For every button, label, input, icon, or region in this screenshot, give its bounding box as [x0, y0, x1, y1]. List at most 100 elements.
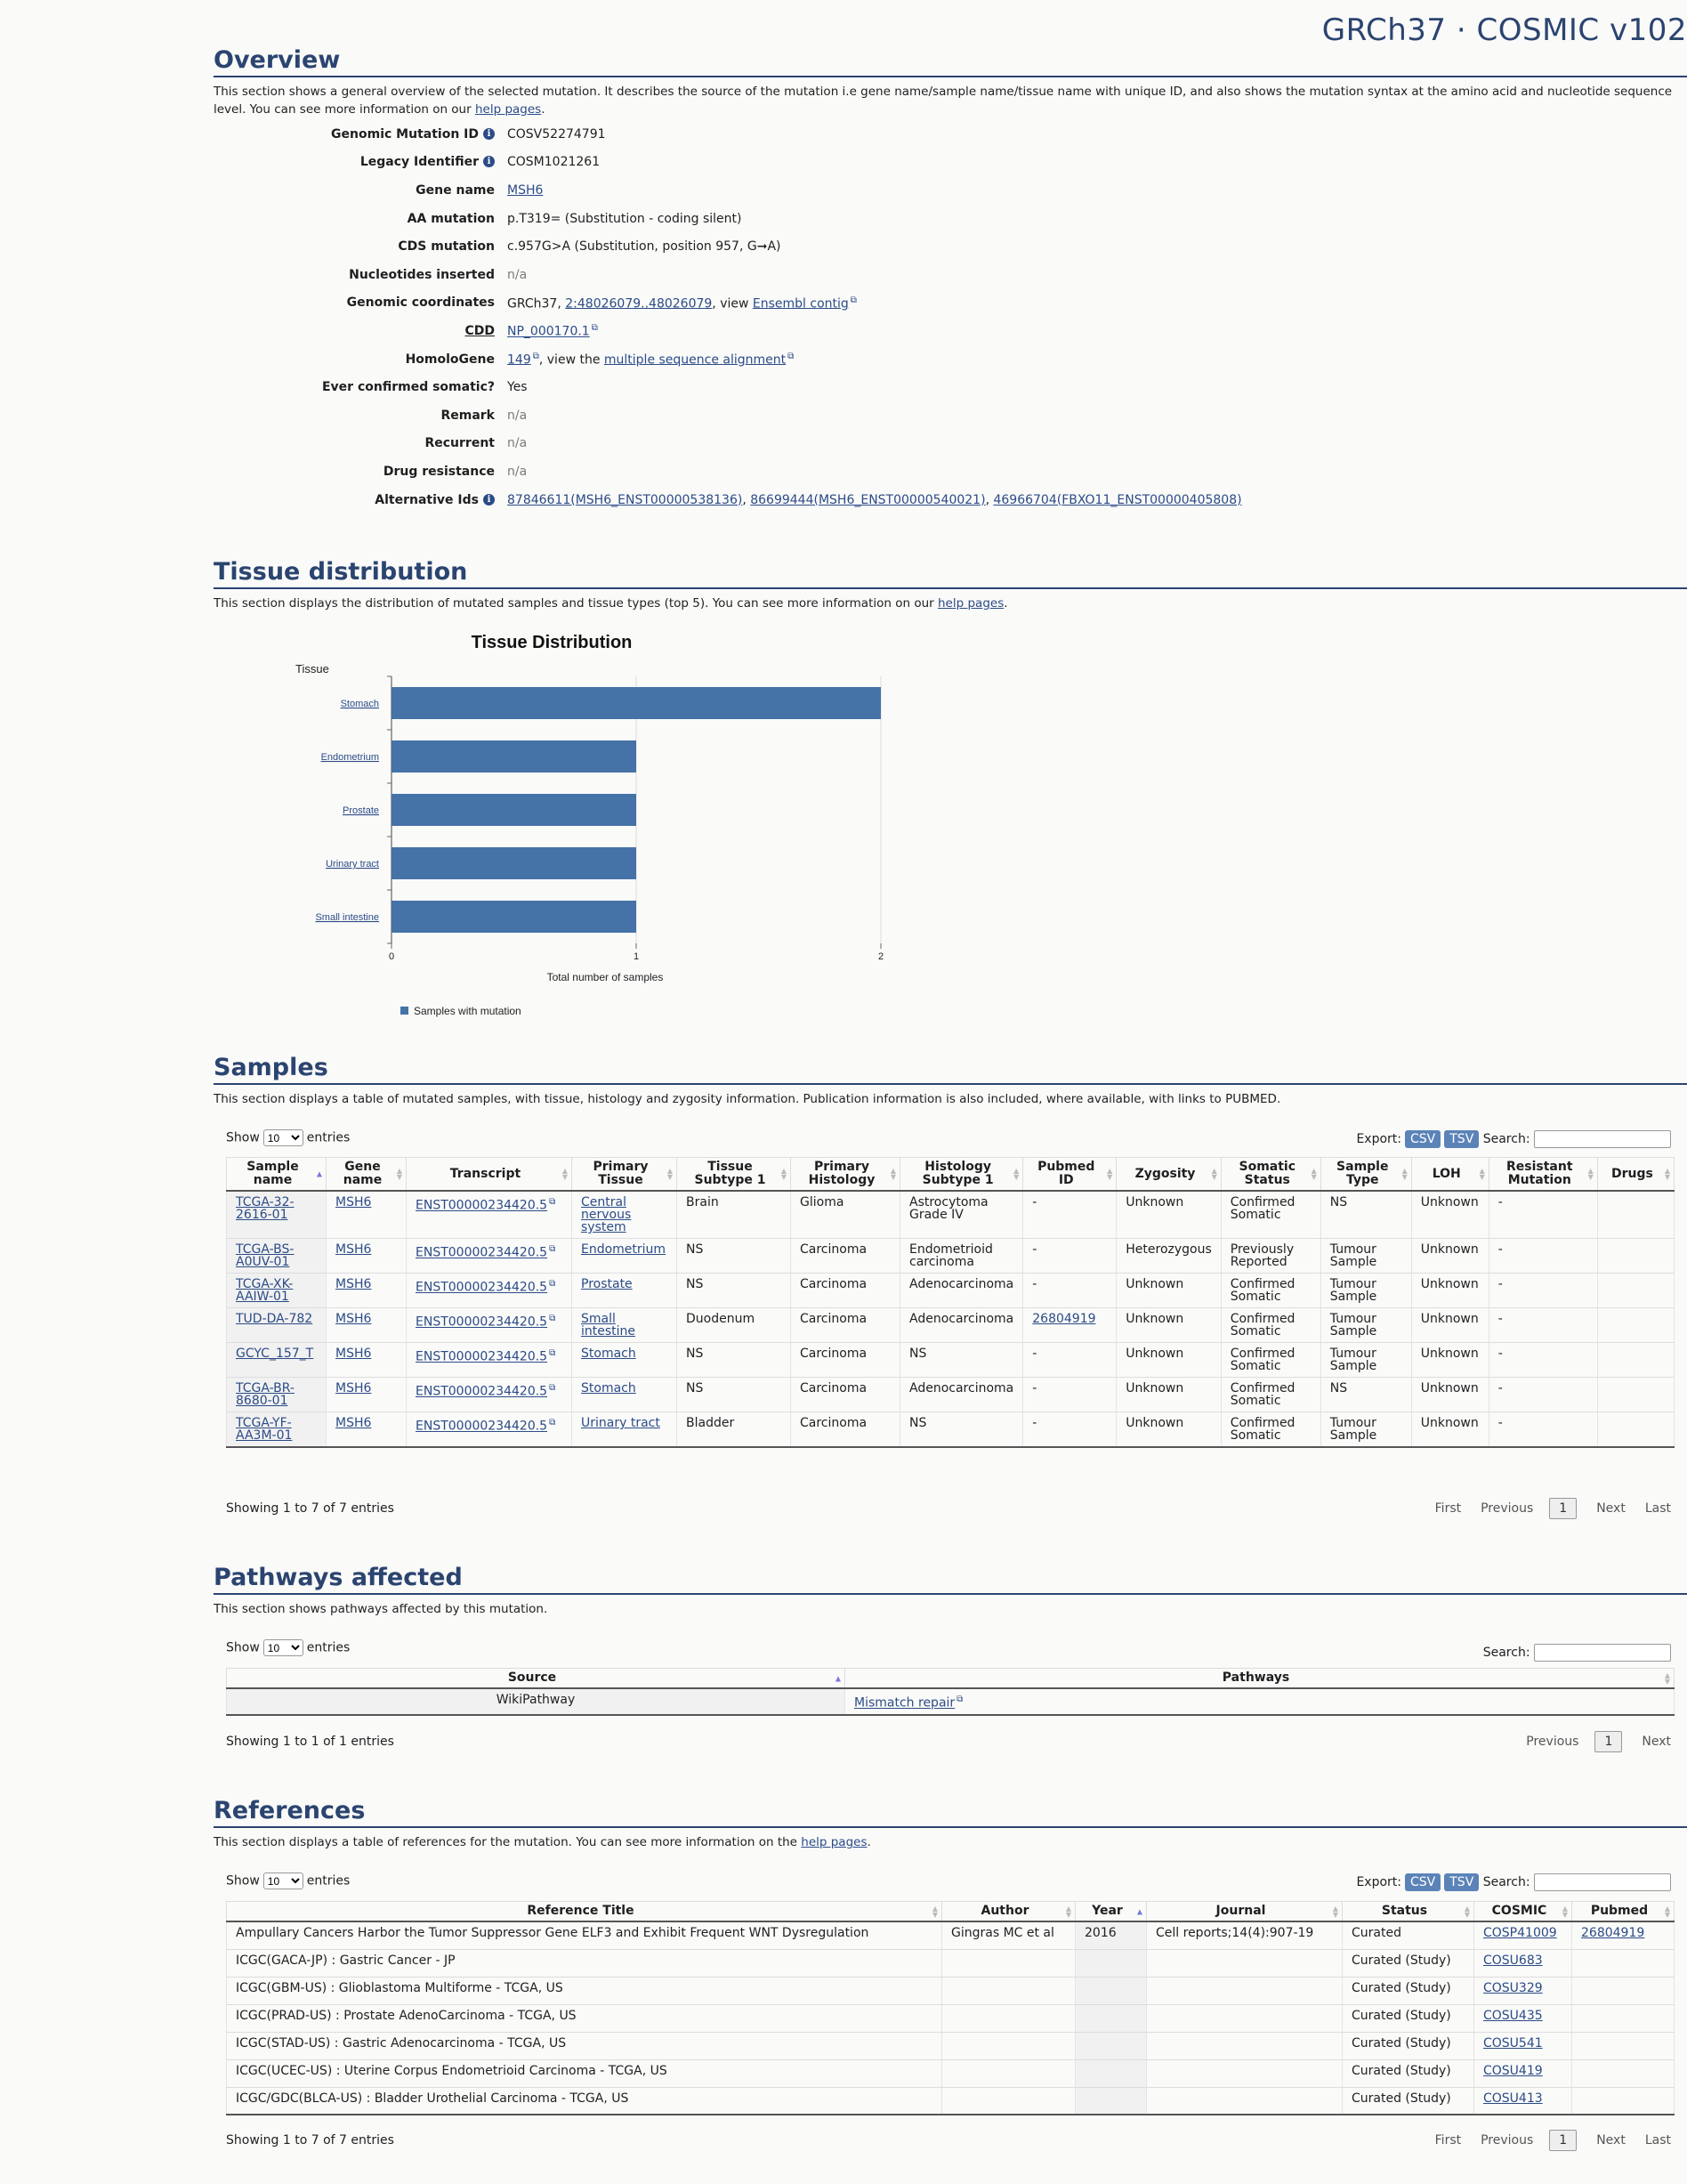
tissue-link[interactable]: Stomach [581, 1381, 636, 1395]
samples-search-input[interactable] [1534, 1130, 1671, 1148]
bar-urinary-tract[interactable] [391, 847, 636, 879]
csv-button[interactable]: CSV [1405, 1873, 1441, 1891]
gene-link[interactable]: MSH6 [335, 1195, 372, 1209]
coordinates-link[interactable]: 2:48026079..48026079 [565, 296, 713, 311]
gene-link[interactable]: MSH6 [335, 1416, 372, 1430]
csv-button[interactable]: CSV [1405, 1130, 1441, 1148]
cosmic-link[interactable]: COSU683 [1483, 1953, 1543, 1968]
next-button[interactable]: Next [1596, 2133, 1626, 2148]
next-button[interactable]: Next [1596, 1501, 1626, 1516]
info-icon[interactable]: i [483, 127, 495, 140]
last-button[interactable]: Last [1644, 2133, 1671, 2148]
col-pubmed[interactable]: Pubmed ▲ ▼ [1571, 1901, 1675, 1922]
first-button[interactable]: First [1434, 2133, 1462, 2148]
col-pathways[interactable]: Pathways ▲ ▼ [844, 1668, 1675, 1689]
tissue-link[interactable]: Small intestine [581, 1312, 636, 1339]
gene-link[interactable]: MSH6 [335, 1381, 372, 1395]
col-primary-histology[interactable]: Primary Histology ▲ ▼ [790, 1157, 900, 1192]
col-primary-tissue[interactable]: Primary Tissue ▲ ▼ [571, 1157, 677, 1192]
pubmed-link[interactable]: 26804919 [1032, 1312, 1096, 1326]
sample-link[interactable]: TUD-DA-782 [236, 1312, 313, 1326]
tsv-button[interactable]: TSV [1444, 1873, 1480, 1891]
sample-link[interactable]: TCGA-BS-A0UV-01 [236, 1242, 295, 1269]
transcript-link[interactable]: ENST00000234420.5 [416, 1314, 548, 1330]
col-transcript[interactable]: Transcript ▲ ▼ [406, 1157, 572, 1192]
help-pages-link[interactable]: help pages [801, 1835, 868, 1849]
sample-link[interactable]: TCGA-BR-8680-01 [236, 1381, 295, 1408]
col-status[interactable]: Status ▲ ▼ [1342, 1901, 1474, 1922]
transcript-link[interactable]: ENST00000234420.5 [416, 1198, 548, 1213]
tissue-link[interactable]: Prostate [581, 1277, 633, 1291]
bar-small-intestine[interactable] [391, 901, 636, 933]
ensembl-contig-link[interactable]: Ensembl contig [752, 296, 849, 311]
gene-link[interactable]: MSH6 [335, 1347, 372, 1361]
gene-link[interactable]: MSH6 [335, 1242, 372, 1257]
transcript-link[interactable]: ENST00000234420.5 [416, 1419, 548, 1434]
category-label-small-intestine[interactable]: Small intestine [315, 912, 379, 923]
col-sample-name[interactable]: Sample name ▲ [226, 1157, 327, 1192]
homologene-link[interactable]: 149 [507, 352, 531, 368]
col-journal[interactable]: Journal ▲ ▼ [1146, 1901, 1343, 1922]
col-pubmed-id[interactable]: Pubmed ID ▲ ▼ [1022, 1157, 1118, 1192]
pubmed-link[interactable]: 26804919 [1581, 1926, 1645, 1940]
col-cosmic[interactable]: COSMIC ▲ ▼ [1473, 1901, 1572, 1922]
col-somatic-status[interactable]: Somatic Status ▲ ▼ [1221, 1157, 1321, 1192]
cosmic-link[interactable]: COSU435 [1483, 2008, 1543, 2023]
tissue-link[interactable]: Central nervous system [581, 1195, 632, 1234]
next-button[interactable]: Next [1642, 1735, 1671, 1749]
transcript-link[interactable]: ENST00000234420.5 [416, 1384, 548, 1399]
alt-id-link[interactable]: 46966704(FBXO11_ENST00000405808) [993, 492, 1242, 507]
col-drugs[interactable]: Drugs ▲ ▼ [1597, 1157, 1675, 1192]
pathways-length-select[interactable]: 10 [262, 1639, 303, 1656]
alt-id-link[interactable]: 86699444(MSH6_ENST00000540021) [750, 492, 986, 507]
references-search-input[interactable] [1534, 1873, 1671, 1891]
cosmic-link[interactable]: COSU541 [1483, 2035, 1543, 2051]
col-sample-type[interactable]: Sample Type ▲ ▼ [1320, 1157, 1412, 1192]
transcript-link[interactable]: ENST00000234420.5 [416, 1245, 548, 1260]
info-icon[interactable]: i [483, 156, 495, 168]
msa-link[interactable]: multiple sequence alignment [603, 352, 787, 368]
category-label-urinary-tract[interactable]: Urinary tract [326, 859, 379, 870]
first-button[interactable]: First [1434, 1501, 1462, 1516]
col-reference-title[interactable]: Reference Title ▲ ▼ [226, 1901, 942, 1922]
category-label-endometrium[interactable]: Endometrium [321, 752, 379, 763]
gene-link[interactable]: MSH6 [335, 1312, 372, 1326]
col-zygosity[interactable]: Zygosity ▲ ▼ [1116, 1157, 1222, 1192]
col-gene-name[interactable]: Gene name ▲ ▼ [326, 1157, 407, 1192]
tsv-button[interactable]: TSV [1444, 1130, 1480, 1148]
bar-prostate[interactable] [391, 794, 636, 826]
gene-link[interactable]: MSH6 [335, 1277, 372, 1291]
col-author[interactable]: Author ▲ ▼ [941, 1901, 1076, 1922]
sample-link[interactable]: TCGA-YF-AA3M-01 [236, 1416, 293, 1443]
col-tissue-subtype-1[interactable]: Tissue Subtype 1 ▲ ▼ [676, 1157, 791, 1192]
cosmic-link[interactable]: COSU419 [1483, 2063, 1543, 2078]
legend-label[interactable]: Samples with mutation [414, 1005, 521, 1017]
gene-link[interactable]: MSH6 [507, 182, 544, 198]
references-length-select[interactable]: 10 [262, 1873, 303, 1889]
tissue-link[interactable]: Stomach [581, 1347, 636, 1361]
col-source[interactable]: Source ▲ [226, 1668, 845, 1689]
alt-id-link[interactable]: 87846611(MSH6_ENST00000538136) [507, 492, 743, 507]
previous-button[interactable]: Previous [1481, 2133, 1534, 2148]
col-histology-subtype-1[interactable]: Histology Subtype 1 ▲ ▼ [900, 1157, 1024, 1192]
bar-stomach[interactable] [391, 687, 881, 719]
sample-link[interactable]: GCYC_157_T [236, 1347, 314, 1361]
sample-link[interactable]: TCGA-XK-AAIW-01 [236, 1277, 294, 1304]
transcript-link[interactable]: ENST00000234420.5 [416, 1280, 548, 1295]
tissue-link[interactable]: Endometrium [581, 1242, 666, 1257]
sample-link[interactable]: TCGA-32-2616-01 [236, 1195, 295, 1222]
col-resistant-mutation[interactable]: Resistant Mutation ▲ ▼ [1489, 1157, 1598, 1192]
last-button[interactable]: Last [1644, 1501, 1671, 1516]
page-1-button[interactable]: 1 [1594, 1731, 1623, 1752]
col-year[interactable]: Year ▲ [1075, 1901, 1147, 1922]
transcript-link[interactable]: ENST00000234420.5 [416, 1349, 548, 1364]
info-icon[interactable]: i [483, 493, 495, 506]
category-label-stomach[interactable]: Stomach [341, 699, 379, 709]
samples-length-select[interactable]: 10 [262, 1129, 303, 1146]
cdd-link[interactable]: NP_000170.1 [507, 324, 590, 339]
help-pages-link[interactable]: help pages [474, 102, 542, 117]
help-pages-link[interactable]: help pages [938, 596, 1005, 611]
cosmic-link[interactable]: COSP41009 [1483, 1926, 1557, 1940]
previous-button[interactable]: Previous [1526, 1735, 1579, 1749]
bar-endometrium[interactable] [391, 740, 636, 772]
